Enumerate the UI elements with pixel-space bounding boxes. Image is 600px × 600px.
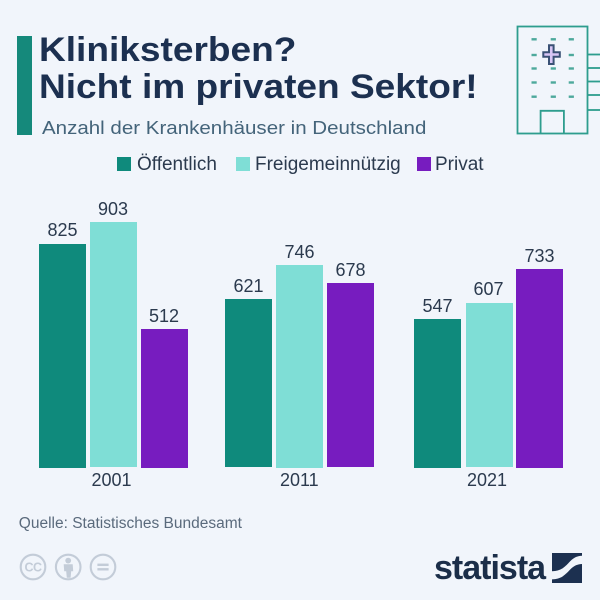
svg-text:CC: CC xyxy=(24,560,42,574)
